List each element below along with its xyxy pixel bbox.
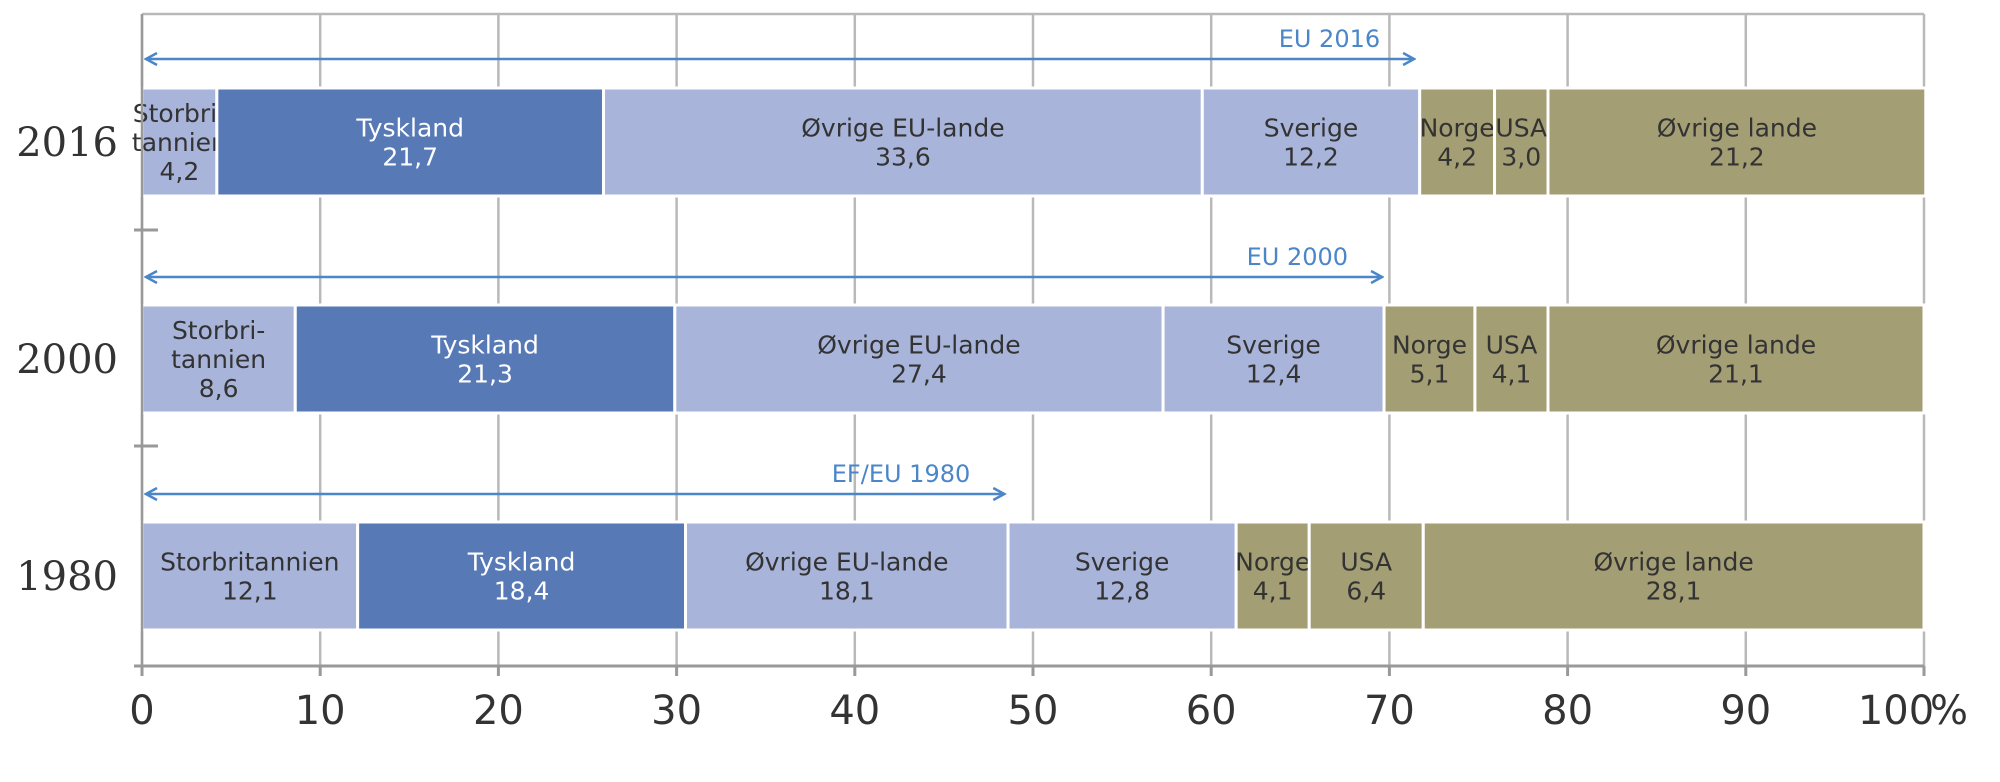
year-label-2000: 2000 <box>16 337 118 383</box>
segment-label-2000-0: tannien <box>171 345 266 374</box>
bar-segment-1980-0 <box>140 520 360 632</box>
segment-label-2016-0: Storbri- <box>133 99 226 128</box>
segment-value-2016-1: 21,7 <box>382 143 438 172</box>
segment-label-2016-3: Sverige <box>1264 114 1359 143</box>
bar-segment-1980-3 <box>1006 520 1238 632</box>
segment-value-2000-5: 4,1 <box>1492 360 1532 389</box>
bar-segment-2000-2 <box>673 303 1165 415</box>
segment-label-1980-2: Øvrige EU-lande <box>745 548 948 577</box>
x-tick-label-0: 0 <box>129 688 154 734</box>
segment-label-2016-6: Øvrige lande <box>1657 114 1817 143</box>
x-tick-label-40: 40 <box>829 688 880 734</box>
x-tick-label-10: 10 <box>295 688 346 734</box>
segment-value-2000-1: 21,3 <box>457 360 513 389</box>
segment-value-2000-0: 8,6 <box>199 374 239 403</box>
bar-segment-2016-4 <box>1418 86 1497 198</box>
x-tick-label-80: 80 <box>1542 688 1593 734</box>
bar-segment-1980-2 <box>684 520 1010 632</box>
segment-value-1980-1: 18,4 <box>494 577 550 606</box>
x-tick-label-70: 70 <box>1364 688 1415 734</box>
segment-label-1980-1: Tyskland <box>467 548 576 577</box>
eu-arrow-label-1980: EF/EU 1980 <box>832 460 971 488</box>
arrows-layer: EU 2016 EU 2000 EF/EU 1980 <box>146 25 1414 494</box>
x-tick-label-50: 50 <box>1008 688 1059 734</box>
bar-segment-2000-1 <box>293 303 677 415</box>
bar-segment-2016-6 <box>1546 86 1928 198</box>
bar-segment-2016-1 <box>215 86 606 198</box>
segment-value-2016-6: 21,2 <box>1709 143 1765 172</box>
segment-value-1980-4: 4,1 <box>1253 577 1293 606</box>
segment-value-1980-5: 6,4 <box>1346 577 1386 606</box>
bar-segment-2016-2 <box>602 86 1204 198</box>
eu-arrow-label-2016: EU 2016 <box>1279 25 1380 53</box>
segment-value-1980-2: 18,1 <box>819 577 875 606</box>
segment-value-2000-2: 27,4 <box>891 360 947 389</box>
segment-value-1980-3: 12,8 <box>1094 577 1150 606</box>
bar-segment-2000-3 <box>1161 303 1386 415</box>
segment-label-2016-0: tannien <box>132 128 227 157</box>
segment-value-2016-5: 3,0 <box>1501 143 1541 172</box>
bar-segment-1980-5 <box>1307 520 1425 632</box>
segment-value-2016-0: 4,2 <box>160 157 200 186</box>
segment-value-2000-4: 5,1 <box>1410 360 1450 389</box>
segment-label-1980-4: Norge <box>1235 548 1310 577</box>
segment-value-2000-3: 12,4 <box>1246 360 1302 389</box>
segment-label-2000-1: Tyskland <box>430 331 539 360</box>
x-tick-label-20: 20 <box>473 688 524 734</box>
segment-label-2016-4: Norge <box>1420 114 1495 143</box>
segment-label-2000-4: Norge <box>1392 331 1467 360</box>
year-label-1980: 1980 <box>16 554 118 600</box>
segment-value-1980-6: 28,1 <box>1646 577 1702 606</box>
x-tick-label-30: 30 <box>651 688 702 734</box>
segment-label-1980-6: Øvrige lande <box>1593 548 1753 577</box>
segment-label-1980-0: Storbritannien <box>160 548 339 577</box>
x-tick-label-60: 60 <box>1186 688 1237 734</box>
segment-label-1980-5: USA <box>1340 548 1392 577</box>
segment-label-2016-2: Øvrige EU-lande <box>801 114 1004 143</box>
bar-segment-2000-5 <box>1473 303 1550 415</box>
axis-layer: 2016 2000 1980 0 10 20 30 40 50 60 70 80 90 100% <box>16 14 1968 734</box>
bar-segment-2000-6 <box>1546 303 1926 415</box>
segment-value-1980-0: 12,1 <box>222 577 278 606</box>
segment-label-1980-3: Sverige <box>1075 548 1170 577</box>
x-axis-unit-label: % <box>1930 688 1968 734</box>
segment-value-2000-6: 21,1 <box>1708 360 1764 389</box>
x-tick-label-100: 100 <box>1858 688 1934 734</box>
year-label-2016: 2016 <box>16 120 118 166</box>
bar-segment-1980-1 <box>356 520 688 632</box>
eu-arrow-label-2000: EU 2000 <box>1247 243 1348 271</box>
segment-value-2016-2: 33,6 <box>875 143 931 172</box>
bar-segment-2016-3 <box>1200 86 1422 198</box>
x-tick-label-90: 90 <box>1720 688 1771 734</box>
bar-segment-2016-0 <box>140 86 219 198</box>
segment-label-2016-1: Tyskland <box>355 114 464 143</box>
segment-label-2000-0: Storbri- <box>172 316 265 345</box>
segment-label-2000-2: Øvrige EU-lande <box>817 331 1020 360</box>
segment-label-2000-3: Sverige <box>1226 331 1321 360</box>
segment-label-2016-5: USA <box>1495 114 1547 143</box>
segment-label-2000-5: USA <box>1486 331 1538 360</box>
segment-value-2016-4: 4,2 <box>1437 143 1477 172</box>
segment-label-2000-6: Øvrige lande <box>1656 331 1816 360</box>
segment-value-2016-3: 12,2 <box>1283 143 1339 172</box>
bar-segment-1980-6 <box>1421 520 1926 632</box>
